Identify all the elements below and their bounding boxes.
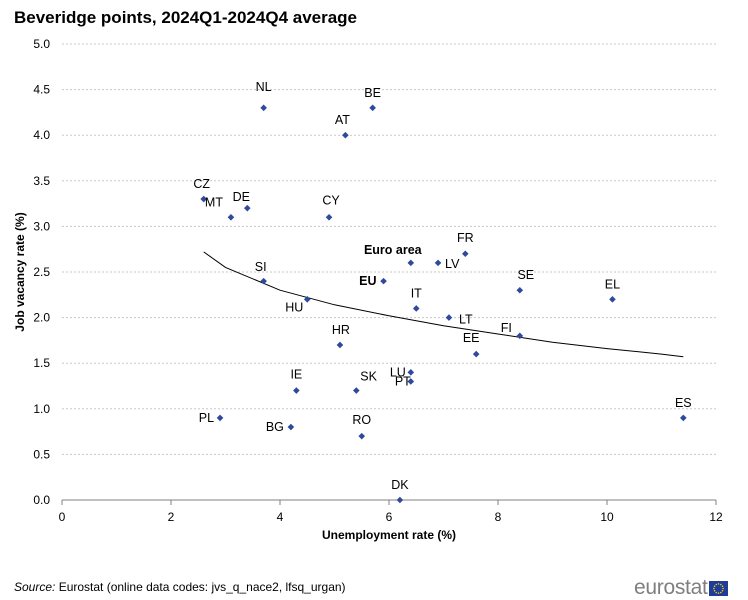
data-point-ie: [293, 387, 300, 394]
eu-flag-icon: [709, 580, 729, 596]
x-tick-label: 12: [709, 510, 723, 524]
point-label: FR: [457, 231, 474, 245]
point-label: Euro area: [364, 243, 423, 257]
eurostat-logo[interactable]: eurostat: [634, 576, 729, 600]
y-tick-label: 1.0: [33, 402, 50, 416]
data-point-pl: [216, 414, 224, 422]
point-label: SE: [517, 268, 534, 282]
y-tick-label: 2.5: [33, 265, 50, 279]
point-label: LU: [390, 365, 406, 379]
y-tick-label: 5.0: [33, 37, 50, 51]
data-point-mt: [227, 213, 235, 221]
data-point-euro-area: [407, 259, 415, 267]
point-label: DK: [391, 478, 409, 492]
data-point-se: [516, 286, 524, 294]
point-label: PL: [199, 411, 214, 425]
source-label: Source:: [14, 580, 56, 594]
point-label: HR: [332, 323, 350, 337]
trend-curve: [203, 251, 684, 358]
source-text: Eurostat (online data codes: jvs_q_nace2…: [55, 580, 346, 594]
data-point-pt: [407, 378, 415, 385]
point-label: IT: [411, 286, 422, 300]
data-point-si: [260, 277, 267, 285]
data-point-be: [369, 104, 376, 112]
point-label: EE: [463, 331, 480, 345]
point-label: SI: [255, 260, 267, 274]
x-tick-label: 0: [59, 510, 66, 524]
axes: 0.0 0.5 1.0 1.5 2.0 2.5 3.0 3.5 4.0 4.5 5.0 0 2 4 6 8 10…: [33, 37, 723, 524]
data-point-hu: [303, 296, 311, 303]
y-tick-label: 0.0: [33, 493, 50, 507]
trend-line: [203, 251, 684, 358]
y-tick-label: 0.5: [33, 447, 50, 461]
data-point-fr: [462, 250, 469, 258]
point-label: RO: [352, 413, 371, 427]
chart-title: Beveridge points, 2024Q1-2024Q4 average: [14, 8, 358, 27]
y-tick-label: 3.5: [33, 174, 50, 188]
data-point-bg: [287, 423, 295, 431]
data-point-sk: [353, 387, 360, 394]
data-point-eu: [380, 277, 387, 285]
data-point-ro: [358, 432, 366, 440]
data-point-hr: [336, 341, 344, 349]
y-tick-label: 2.0: [33, 311, 50, 325]
point-label: BG: [266, 420, 284, 434]
data-point-dk: [396, 496, 404, 504]
data-point-cy: [325, 213, 333, 221]
data-point-es: [680, 414, 687, 422]
data-point-it: [412, 305, 420, 312]
x-tick-label: 8: [495, 510, 502, 524]
data-point-ee: [472, 350, 480, 358]
data-point-cz: [200, 195, 207, 203]
point-label: PT: [395, 374, 411, 388]
y-tick-label: 1.5: [33, 356, 50, 370]
y-axis-label: Job vacancy rate (%): [13, 212, 27, 331]
point-label: FI: [501, 321, 512, 335]
data-point-lt: [445, 314, 453, 321]
point-label: BE: [364, 86, 381, 100]
data-point-de: [244, 204, 251, 212]
point-label: EU: [359, 274, 376, 288]
logo-text: eurostat: [634, 576, 708, 599]
point-label: EL: [605, 277, 620, 291]
point-label: MT: [205, 195, 223, 209]
point-label: LT: [459, 313, 473, 327]
x-axis-label: Unemployment rate (%): [322, 528, 456, 542]
point-label: LV: [445, 257, 460, 271]
data-point-el: [609, 296, 616, 303]
point-label: SK: [360, 370, 377, 384]
point-label: NL: [256, 80, 272, 94]
data-point-at: [342, 131, 349, 139]
data-points: NL BE AT CZ DE MT CY Euro area FR LV EU SI HU IT SE EL L…: [193, 80, 692, 504]
point-label: IE: [290, 368, 302, 382]
y-tick-label: 3.0: [33, 219, 50, 233]
point-label: CZ: [193, 177, 210, 191]
grid-lines: [62, 43, 716, 455]
point-label: AT: [335, 113, 350, 127]
data-point-lv: [434, 259, 442, 267]
point-label: HU: [285, 300, 303, 314]
data-point-nl: [260, 104, 267, 112]
data-point-lu: [407, 369, 415, 376]
data-point-fi: [516, 332, 524, 340]
x-tick-label: 2: [168, 510, 175, 524]
point-label: CY: [322, 193, 340, 207]
x-tick-label: 10: [600, 510, 614, 524]
source-note: Source: Eurostat (online data codes: jvs…: [14, 580, 346, 594]
x-tick-label: 6: [386, 510, 393, 524]
point-label: ES: [675, 396, 692, 410]
y-tick-label: 4.0: [33, 128, 50, 142]
y-tick-label: 4.5: [33, 83, 50, 97]
point-label: DE: [233, 190, 250, 204]
x-tick-label: 4: [277, 510, 284, 524]
